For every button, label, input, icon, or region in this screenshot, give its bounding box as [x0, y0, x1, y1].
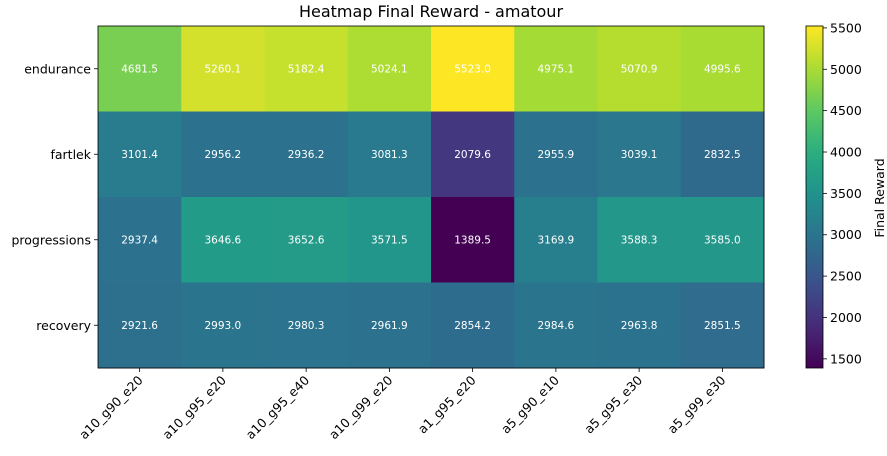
heatmap-cell: [181, 282, 265, 369]
heatmap-cell: [514, 197, 598, 283]
y-tick-label: recovery: [36, 318, 91, 333]
cell-value-label: 4975.1: [538, 63, 575, 75]
x-tick-label: a10_g95_e20: [159, 372, 229, 442]
y-tick-label: endurance: [24, 61, 91, 76]
heatmap-cell: [431, 26, 515, 112]
x-axis: a10_g90_e20 a10_g95_e20 a10_g95_e40 a10_g99…: [76, 368, 729, 442]
x-tick-label: a1_g95_e20: [415, 372, 479, 436]
x-tick-label: a5_g95_e30: [581, 372, 645, 436]
colorbar: 1500 2000 2500 3000 3500 4000 4500 5000 5500: [805, 20, 862, 369]
cell-value-label: 2936.2: [288, 149, 325, 161]
heatmap-cell: [181, 26, 265, 112]
heatmap-cell: [347, 111, 432, 198]
heatmap-cell: [431, 111, 515, 198]
cell-value-label: 5070.9: [621, 63, 658, 75]
heatmap-cell: [347, 26, 432, 112]
cell-value-label: 2079.6: [454, 149, 491, 161]
x-tick-label: a10_g99_e20: [326, 372, 396, 442]
heatmap-cell: [597, 197, 682, 283]
cell-value-label: 3169.9: [538, 234, 575, 246]
colorbar-tick-label: 1500: [830, 351, 862, 366]
heatmap-cell: [680, 197, 765, 283]
cell-value-label: 3588.3: [621, 234, 658, 246]
cell-value-label: 3585.0: [704, 234, 741, 246]
colorbar-tick-label: 2000: [830, 310, 862, 325]
colorbar-tick-label: 4000: [830, 145, 862, 160]
cell-value-label: 2854.2: [454, 320, 491, 332]
heatmap-cell: [98, 282, 182, 369]
colorbar-tick-label: 5500: [830, 20, 862, 35]
cell-value-label: 5523.0: [454, 63, 491, 75]
cell-value-label: 2963.8: [621, 320, 658, 332]
colorbar-tick-label: 5000: [830, 62, 862, 77]
heatmap-cell: [431, 282, 515, 369]
heatmap-cell: [347, 282, 432, 369]
heatmap-cell: [680, 26, 765, 112]
cell-value-label: 2937.4: [121, 234, 158, 246]
cell-value-label: 5024.1: [371, 63, 408, 75]
cell-value-label: 2956.2: [205, 149, 242, 161]
heatmap-cell: [597, 282, 682, 369]
heatmap-cell: [597, 111, 682, 198]
y-tick-label: progressions: [11, 232, 91, 247]
cell-value-label: 3101.4: [121, 149, 158, 161]
cell-value-label: 2984.6: [538, 320, 575, 332]
cell-value-label: 3646.6: [205, 234, 242, 246]
cell-value-label: 2955.9: [538, 149, 575, 161]
y-axis: endurance fartlek progressions recovery: [11, 61, 98, 333]
heatmap-cell: [264, 26, 349, 112]
x-tick-label: a5_g99_e30: [664, 372, 728, 436]
heatmap-cell: [680, 111, 765, 198]
x-tick-label: a10_g90_e20: [76, 372, 146, 442]
chart-title: Heatmap Final Reward - amatour: [299, 2, 563, 21]
heatmap-cell: [264, 197, 349, 283]
heatmap-cell: [597, 26, 682, 112]
plot-frame: [97, 25, 765, 369]
cell-value-label: 4995.6: [704, 63, 741, 75]
cell-value-label: 3652.6: [288, 234, 325, 246]
colorbar-tick-label: 4500: [830, 103, 862, 118]
cell-value-label: 1389.5: [454, 234, 491, 246]
cell-value-label: 3571.5: [371, 234, 408, 246]
heatmap-cells: 4681.5 5260.1 5182.4 5024.1 5523.0 4975.1 5070…: [98, 26, 765, 369]
heatmap-cell: [347, 197, 432, 283]
cell-value-label: 2921.6: [121, 320, 158, 332]
heatmap-cell: [514, 26, 598, 112]
heatmap-cell: [181, 111, 265, 198]
cell-value-label: 2993.0: [205, 320, 242, 332]
cell-value-label: 4681.5: [121, 63, 158, 75]
cell-value-label: 5182.4: [288, 63, 325, 75]
cell-value-label: 5260.1: [205, 63, 242, 75]
heatmap-cell: [181, 197, 265, 283]
colorbar-tick-label: 3000: [830, 227, 862, 242]
heatmap-cell: [514, 111, 598, 198]
x-tick-label: a5_g90_e10: [498, 372, 562, 436]
heatmap-cell: [264, 111, 349, 198]
x-tick-label: a10_g95_e40: [243, 372, 313, 442]
cell-value-label: 2961.9: [371, 320, 408, 332]
heatmap-cell: [98, 111, 182, 198]
heatmap-cell: [98, 26, 182, 112]
heatmap-cell: [514, 282, 598, 369]
y-tick-label: fartlek: [50, 147, 91, 162]
heatmap-cell: [98, 197, 182, 283]
cell-value-label: 2832.5: [704, 149, 741, 161]
cell-value-label: 3081.3: [371, 149, 408, 161]
heatmap-cell: [680, 282, 765, 369]
heatmap-cell: [431, 197, 515, 283]
cell-value-label: 2980.3: [288, 320, 325, 332]
colorbar-tick-label: 3500: [830, 186, 862, 201]
colorbar-title: Final Reward: [872, 158, 887, 237]
colorbar-tick-label: 2500: [830, 269, 862, 284]
colorbar-gradient: [805, 25, 824, 369]
cell-value-label: 3039.1: [621, 149, 658, 161]
heatmap-cell: [264, 282, 349, 369]
cell-value-label: 2851.5: [704, 320, 741, 332]
